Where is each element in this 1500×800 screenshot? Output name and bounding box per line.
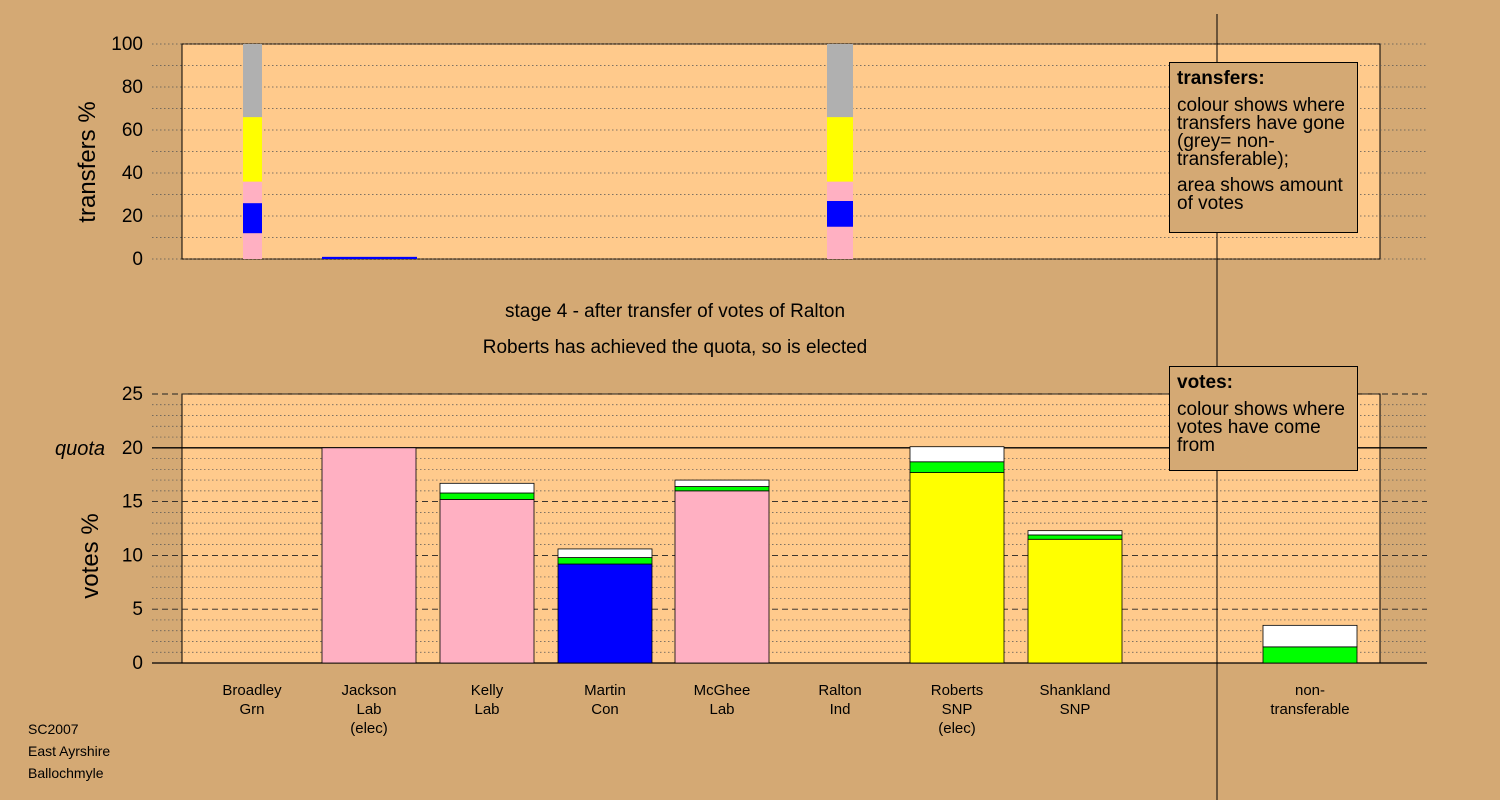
candidate-label: Kelly — [471, 682, 504, 699]
votes-y-tick-label: 10 — [122, 545, 143, 566]
transfer-segment — [243, 117, 262, 182]
vote-segment — [674, 490, 770, 664]
vote-segment — [1027, 534, 1123, 540]
vote-segment — [439, 482, 535, 494]
quota-label: quota — [55, 438, 105, 460]
vote-segment — [557, 548, 653, 558]
candidate-label: Grn — [239, 701, 264, 718]
transfer-segment — [827, 200, 853, 227]
transfers-legend-line1: colour shows where transfers have gone (… — [1177, 95, 1345, 170]
transfer-segment — [243, 233, 262, 259]
transfer-segment — [827, 117, 853, 182]
transfers-legend-title: transfers: — [1177, 68, 1265, 89]
candidate-label: Con — [591, 701, 619, 718]
candidate-label: Ralton — [818, 682, 861, 699]
vote-segment — [1027, 530, 1123, 536]
votes-legend: votes: colour shows where votes have com… — [1169, 366, 1358, 471]
votes-y-tick-label: 15 — [122, 492, 143, 513]
vote-segment — [1027, 538, 1123, 664]
vote-segment — [557, 563, 653, 664]
transfer-segment — [827, 226, 853, 259]
candidate-label: Lab — [709, 701, 734, 718]
stage-subtitle: Roberts has achieved the quota, so is el… — [482, 337, 868, 358]
transfer-segment — [243, 181, 262, 204]
candidate-label: non- — [1295, 682, 1325, 699]
candidate-label: McGhee — [694, 682, 751, 699]
vote-segment — [909, 461, 1005, 473]
vote-segment — [674, 479, 770, 487]
transfer-segment — [827, 44, 853, 118]
vote-segment — [557, 557, 653, 565]
footer-line1: SC2007 — [28, 721, 79, 737]
transfers-legend: transfers: colour shows where transfers … — [1169, 62, 1358, 233]
transfer-segment — [243, 203, 262, 234]
candidate-label: SNP — [942, 701, 973, 718]
transfers-y-tick-label: 80 — [122, 77, 143, 98]
vote-segment — [909, 472, 1005, 664]
votes-y-tick-label: 5 — [132, 599, 143, 620]
transfers-y-tick-label: 100 — [111, 34, 143, 55]
candidate-label: Shankland — [1040, 682, 1111, 699]
transfers-y-tick-label: 20 — [122, 206, 143, 227]
vote-segment — [439, 499, 535, 664]
transfers-y-axis-label: transfers % — [74, 101, 101, 222]
transfer-segment — [827, 181, 853, 201]
candidate-label: (elec) — [350, 720, 388, 737]
vote-segment — [909, 446, 1005, 463]
transfers-y-tick-label: 0 — [132, 249, 143, 270]
candidate-label: (elec) — [938, 720, 976, 737]
candidate-label: Martin — [584, 682, 626, 699]
votes-legend-title: votes: — [1177, 372, 1233, 393]
candidate-label: Lab — [356, 701, 381, 718]
votes-legend-line1: colour shows where votes have come from — [1177, 399, 1345, 456]
votes-y-tick-label: 0 — [132, 653, 143, 674]
footer-line2: East Ayrshire — [28, 743, 111, 759]
transfers-y-tick-label: 40 — [122, 163, 143, 184]
candidate-label: transferable — [1270, 701, 1349, 718]
footer-line3: Ballochmyle — [28, 765, 104, 781]
vote-segment — [439, 492, 535, 500]
transfer-segment — [243, 44, 262, 118]
candidate-label: SNP — [1060, 701, 1091, 718]
votes-y-axis-label: votes % — [77, 513, 104, 598]
transfer-segment — [322, 256, 417, 259]
votes-y-tick-label: 25 — [122, 384, 143, 405]
candidate-label: Ind — [830, 701, 851, 718]
votes-y-tick-label: 20 — [122, 438, 143, 459]
transfers-legend-line2: area shows amount of votes — [1177, 175, 1343, 214]
vote-segment — [1262, 646, 1358, 664]
vote-segment — [674, 486, 770, 492]
candidate-label: Jackson — [341, 682, 396, 699]
candidate-label: Roberts — [931, 682, 984, 699]
transfers-y-tick-label: 60 — [122, 120, 143, 141]
candidate-label: Lab — [474, 701, 499, 718]
vote-segment — [321, 447, 417, 664]
vote-segment — [1262, 624, 1358, 648]
candidate-label: Broadley — [222, 682, 282, 699]
stage-title: stage 4 - after transfer of votes of Ral… — [504, 301, 846, 322]
